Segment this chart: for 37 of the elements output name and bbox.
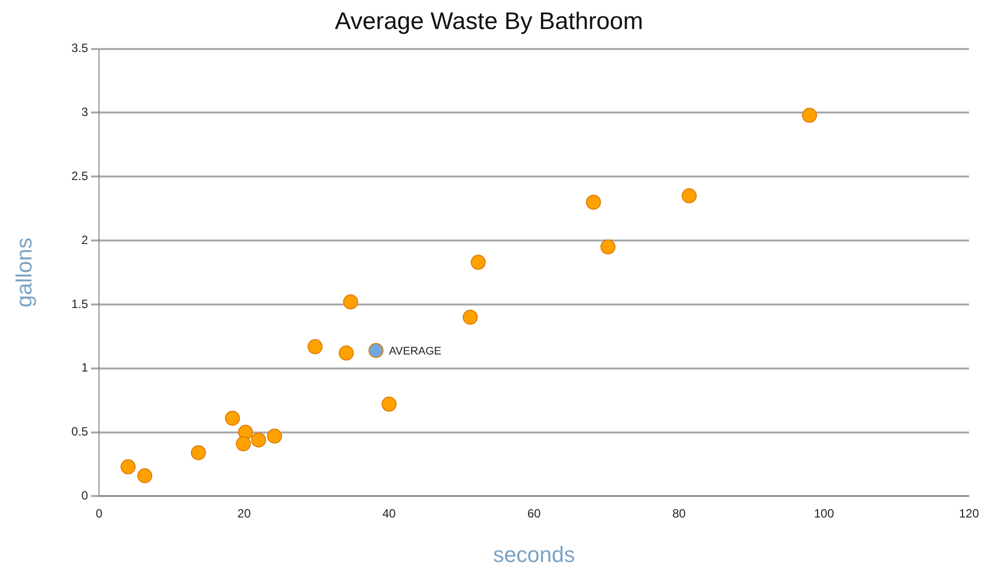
point bbox=[382, 396, 397, 412]
x-tick-label: 60 bbox=[527, 506, 542, 521]
y-tick-label: 2.5 bbox=[71, 168, 88, 183]
point bbox=[120, 459, 136, 474]
point bbox=[137, 468, 152, 484]
point bbox=[224, 410, 240, 426]
point bbox=[368, 342, 384, 358]
y-tick-label: 1 bbox=[81, 360, 88, 375]
x-tick-label: 40 bbox=[382, 506, 396, 521]
y-tick-label: 3.5 bbox=[71, 41, 88, 56]
point bbox=[586, 194, 601, 210]
point bbox=[251, 432, 266, 448]
point bbox=[338, 346, 354, 361]
x-tick-label: 0 bbox=[96, 506, 103, 521]
y-tick-label: 2 bbox=[81, 232, 88, 247]
y-tick-label: 1.5 bbox=[71, 296, 88, 311]
point bbox=[802, 108, 818, 123]
point bbox=[462, 310, 478, 325]
point bbox=[343, 294, 358, 310]
point bbox=[308, 339, 323, 354]
x-tick-label: 100 bbox=[814, 506, 834, 521]
y-tick-label: 0 bbox=[81, 488, 88, 503]
x-tick-label: 20 bbox=[237, 506, 252, 521]
point bbox=[682, 188, 697, 204]
y-tick-label: 3 bbox=[81, 105, 88, 120]
x-tick-label: 120 bbox=[958, 506, 980, 521]
x-tick-label: 80 bbox=[672, 506, 686, 521]
chart-title: Average Waste By Bathroom bbox=[334, 8, 644, 36]
y-axis-title: gallons bbox=[11, 238, 36, 308]
y-tick-label: 0.5 bbox=[71, 424, 88, 439]
point bbox=[236, 436, 251, 452]
x-axis-title: seconds bbox=[493, 542, 576, 567]
point bbox=[267, 428, 282, 444]
point bbox=[190, 445, 206, 460]
annotation: AVERAGE bbox=[389, 346, 442, 358]
point bbox=[470, 254, 486, 270]
point bbox=[600, 239, 616, 254]
